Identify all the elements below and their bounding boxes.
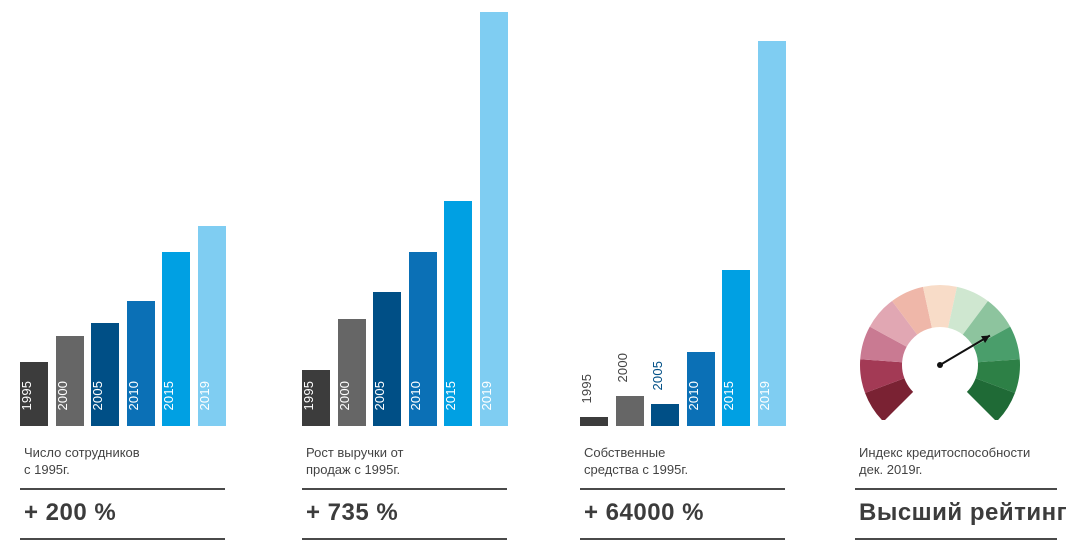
bar-label-2019: 2019 xyxy=(478,380,494,411)
bar-2000: 2000 xyxy=(336,319,366,426)
gauge-pivot xyxy=(937,362,943,368)
equity-growth-value: + 64000 % xyxy=(584,499,704,526)
gauge-segment-7 xyxy=(948,286,988,335)
credit-rating-gauge xyxy=(860,285,1020,420)
bar-2019: 2019 xyxy=(196,226,226,426)
employees-growth-value: + 200 % xyxy=(24,499,117,526)
bar-label-2005: 2005 xyxy=(372,380,387,411)
gauge-segment-9 xyxy=(973,326,1020,363)
bar-label-2019: 2019 xyxy=(196,380,212,411)
gauge-segment-4 xyxy=(869,300,918,347)
bar-2010: 2010 xyxy=(125,301,155,426)
bar-1995: 1995 xyxy=(301,370,330,426)
revenue-panel: 1995 2000 2005 2010 2015 2019 Рост выручки от… xyxy=(301,0,512,555)
bar-2000: 2000 xyxy=(615,353,644,426)
gauge-segment-2 xyxy=(860,359,905,393)
bar-label-2010: 2010 xyxy=(685,380,701,411)
employees-panel: 1995 2000 2005 2010 2015 2019 Число сотрудник… xyxy=(19,0,230,555)
bar-2010: 2010 xyxy=(407,252,437,426)
bar-1995: 1995 xyxy=(579,374,608,426)
equity-panel: 1995 2000 2005 2010 2015 2019 Собственные сре… xyxy=(579,0,790,555)
bar-2010: 2010 xyxy=(685,352,715,426)
equity-caption: Собственные средства с 1995г. xyxy=(584,445,689,477)
bar-label-2000: 2000 xyxy=(614,352,630,383)
bar-2019: 2019 xyxy=(478,12,508,426)
gauge-needle-arrowhead xyxy=(981,335,990,343)
divider-top xyxy=(20,488,225,490)
bar-label-2000: 2000 xyxy=(54,380,70,411)
bar-label-1995: 1995 xyxy=(19,380,34,411)
bar-label-1995: 1995 xyxy=(301,380,316,411)
divider-top xyxy=(580,488,785,490)
bar-2015: 2015 xyxy=(161,252,190,426)
employees-bar-chart: 1995 2000 2005 2010 2015 2019 xyxy=(19,0,230,426)
credit-rating-caption: Индекс кредитоспособности дек. 2019г. xyxy=(859,445,1031,477)
divider-top xyxy=(855,488,1057,490)
gauge-segment-6 xyxy=(922,285,958,328)
divider-bottom xyxy=(855,538,1057,540)
revenue-growth-value: + 735 % xyxy=(306,499,399,526)
bar-label-2015: 2015 xyxy=(443,380,458,411)
credit-rating-panel: Индекс кредитоспособности дек. 2019г. Вы… xyxy=(855,0,1068,555)
bar-label-2015: 2015 xyxy=(161,380,176,411)
bar-label-2010: 2010 xyxy=(407,380,423,411)
gauge-needle xyxy=(939,334,991,366)
divider-bottom xyxy=(580,538,785,540)
bar-2005: 2005 xyxy=(90,323,119,426)
bar-2000: 2000 xyxy=(54,336,84,426)
gauge-segment-8 xyxy=(962,300,1011,347)
gauge-segment-3 xyxy=(860,326,907,363)
bar-label-2005: 2005 xyxy=(650,360,665,391)
bar-2005: 2005 xyxy=(650,361,679,426)
gauge-segment-1 xyxy=(865,378,914,420)
gauge-segment-11 xyxy=(966,378,1015,420)
equity-bar-chart: 1995 2000 2005 2010 2015 2019 xyxy=(579,0,790,426)
employees-caption: Число сотрудников с 1995г. xyxy=(24,445,140,477)
bar-2005: 2005 xyxy=(372,292,401,426)
bar-label-2015: 2015 xyxy=(721,380,736,411)
bar-2015: 2015 xyxy=(443,201,472,426)
bar-2015: 2015 xyxy=(721,270,750,426)
bar-label-2019: 2019 xyxy=(756,380,772,411)
bar-label-2005: 2005 xyxy=(90,380,105,411)
credit-rating-value: Высший рейтинг xyxy=(859,499,1068,526)
gauge-segment-10 xyxy=(975,359,1020,393)
bar-2019: 2019 xyxy=(756,41,786,426)
revenue-bar-chart: 1995 2000 2005 2010 2015 2019 xyxy=(301,0,512,426)
gauge-segment-5 xyxy=(892,286,932,335)
revenue-caption: Рост выручки от продаж с 1995г. xyxy=(306,445,404,477)
divider-top xyxy=(302,488,507,490)
divider-bottom xyxy=(20,538,225,540)
divider-bottom xyxy=(302,538,507,540)
bar-label-1995: 1995 xyxy=(579,373,594,404)
bar-label-2000: 2000 xyxy=(336,380,352,411)
bar-1995: 1995 xyxy=(19,362,48,426)
bar-label-2010: 2010 xyxy=(125,380,141,411)
